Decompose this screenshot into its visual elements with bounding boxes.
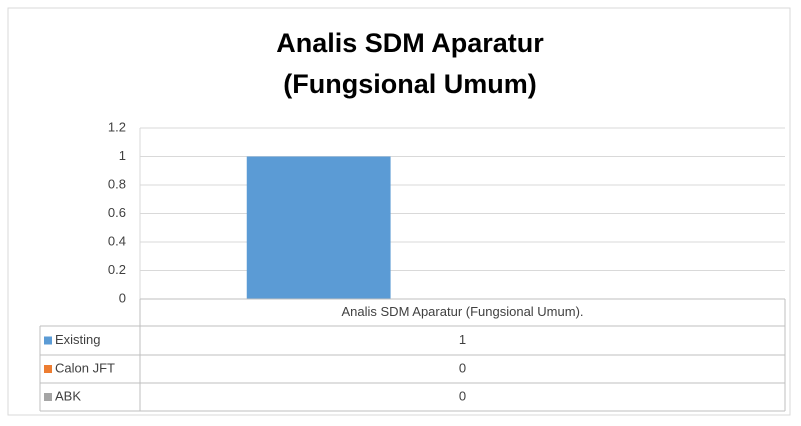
legend-key: [44, 336, 52, 345]
legend-key: [44, 365, 52, 373]
legend-label: Calon JFT: [55, 360, 115, 375]
chart-title: (Fungsional Umum): [283, 69, 536, 99]
y-tick-label: 1: [119, 148, 126, 163]
y-tick-label: 0.2: [108, 262, 126, 277]
y-tick-label: 0.4: [108, 233, 126, 248]
chart-border: [7, 7, 791, 416]
table-value: 0: [459, 388, 466, 403]
legend-label: Existing: [55, 332, 101, 347]
table-value: 1: [459, 332, 466, 347]
legend-key: [44, 393, 52, 401]
y-tick-label: 0: [119, 290, 126, 305]
chart-title: Analis SDM Aparatur: [276, 28, 544, 58]
bar: [246, 156, 391, 299]
table-value: 0: [459, 360, 466, 375]
y-tick-label: 0.8: [108, 176, 126, 191]
legend-label: ABK: [55, 388, 81, 403]
y-tick-label: 0.6: [108, 205, 126, 220]
y-tick-label: 1.2: [108, 119, 126, 134]
x-tick-label: Analis SDM Aparatur (Fungsional Umum).: [341, 304, 583, 319]
